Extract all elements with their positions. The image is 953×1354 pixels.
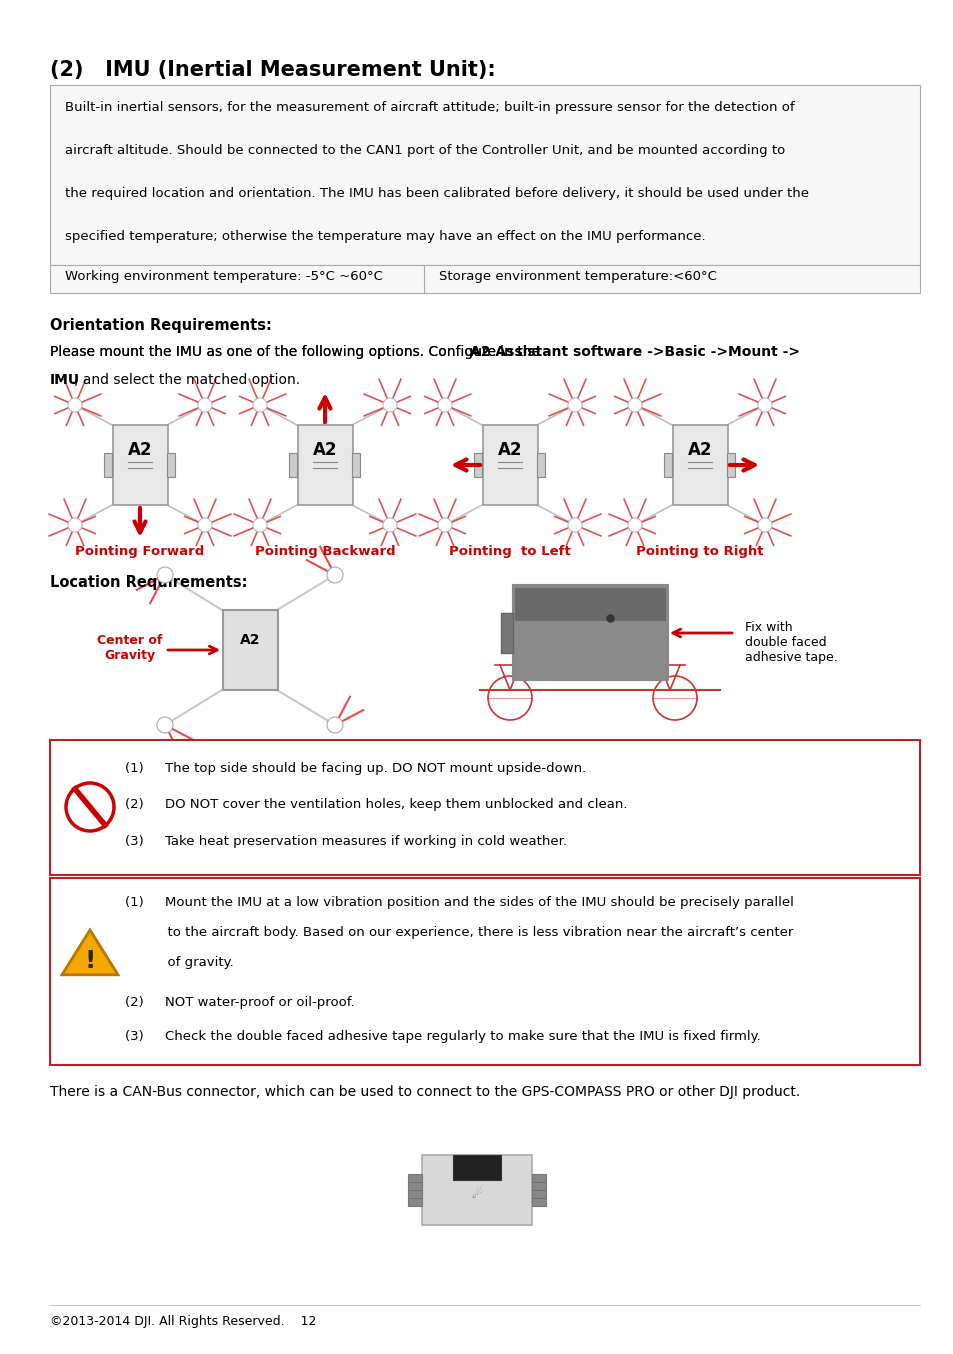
Text: aircraft altitude. Should be connected to the CAN1 port of the Controller Unit, : aircraft altitude. Should be connected t… (65, 144, 784, 157)
Bar (663, 454, 671, 477)
Text: specified temperature; otherwise the temperature may have an effect on the IMU p: specified temperature; otherwise the tem… (65, 230, 705, 242)
Bar (453, 1155, 500, 1179)
Circle shape (627, 398, 641, 412)
Text: (2)     DO NOT cover the ventilation holes, keep them unblocked and clean.: (2) DO NOT cover the ventilation holes, … (125, 798, 627, 811)
Bar (515, 588, 665, 621)
Bar (223, 611, 277, 691)
Circle shape (437, 519, 452, 532)
Text: ☄: ☄ (471, 1189, 482, 1201)
Text: A2 Assistant software ->Basic ->Mount ->: A2 Assistant software ->Basic ->Mount -> (470, 345, 800, 359)
Circle shape (68, 398, 82, 412)
Text: A2: A2 (313, 441, 337, 459)
Circle shape (157, 567, 172, 584)
Text: Please mount the IMU as one of the following options. Configure in the: Please mount the IMU as one of the follo… (50, 345, 544, 359)
Bar (408, 1174, 421, 1206)
Bar (352, 454, 359, 477)
Circle shape (382, 398, 396, 412)
Text: Pointing to Right: Pointing to Right (636, 546, 763, 558)
FancyBboxPatch shape (50, 265, 919, 292)
Text: to the aircraft body. Based on our experience, there is less vibration near the : to the aircraft body. Based on our exper… (125, 926, 793, 940)
Circle shape (758, 519, 771, 532)
Text: Fix with
double faced
adhesive tape.: Fix with double faced adhesive tape. (744, 621, 837, 663)
Bar (289, 454, 296, 477)
Text: Please mount the IMU as one of the following options. Configure in the A2 Assist: Please mount the IMU as one of the follo… (50, 345, 942, 359)
Circle shape (68, 519, 82, 532)
Circle shape (627, 519, 641, 532)
Text: Location Requirements:: Location Requirements: (50, 575, 247, 590)
Bar (537, 454, 544, 477)
Circle shape (253, 519, 267, 532)
Circle shape (758, 398, 771, 412)
Text: (2)     NOT water-proof or oil-proof.: (2) NOT water-proof or oil-proof. (125, 997, 355, 1009)
Text: of gravity.: of gravity. (125, 956, 233, 969)
Text: Pointing Backward: Pointing Backward (254, 546, 395, 558)
Bar (50, 741, 919, 875)
FancyBboxPatch shape (50, 85, 919, 265)
Bar (50, 877, 919, 1066)
Circle shape (382, 519, 396, 532)
Circle shape (567, 519, 581, 532)
Bar (500, 613, 513, 653)
Text: ©2013-2014 DJI. All Rights Reserved.    12: ©2013-2014 DJI. All Rights Reserved. 12 (50, 1315, 316, 1328)
Text: (2)   IMU (Inertial Measurement Unit):: (2) IMU (Inertial Measurement Unit): (50, 60, 496, 80)
Circle shape (198, 398, 212, 412)
Text: the required location and orientation. The IMU has been calibrated before delive: the required location and orientation. T… (65, 187, 808, 200)
Text: !: ! (84, 949, 95, 972)
Bar (112, 425, 168, 505)
Bar (532, 1174, 545, 1206)
Circle shape (66, 783, 113, 831)
Text: A2: A2 (128, 441, 152, 459)
Circle shape (327, 718, 343, 733)
Text: IMU: IMU (50, 372, 80, 387)
Bar (297, 425, 353, 505)
Text: A2: A2 (687, 441, 712, 459)
Circle shape (253, 398, 267, 412)
Bar (421, 1155, 532, 1225)
Circle shape (157, 718, 172, 733)
Text: Built-in inertial sensors, for the measurement of aircraft attitude; built-in pr: Built-in inertial sensors, for the measu… (65, 102, 794, 114)
Text: Center of
Gravity: Center of Gravity (97, 634, 163, 662)
Bar (167, 454, 174, 477)
Bar (474, 454, 481, 477)
Circle shape (567, 398, 581, 412)
Bar (672, 425, 727, 505)
Text: Pointing  to Left: Pointing to Left (449, 546, 570, 558)
Text: There is a CAN-Bus connector, which can be used to connect to the GPS-COMPASS PR: There is a CAN-Bus connector, which can … (50, 1085, 800, 1099)
Bar (482, 425, 537, 505)
Text: Working environment temperature: -5°C ~60°C: Working environment temperature: -5°C ~6… (65, 269, 382, 283)
Text: Please mount the IMU as one of the following options. Configure in the: Please mount the IMU as one of the follo… (50, 345, 544, 359)
Text: (1)     Mount the IMU at a low vibration position and the sides of the IMU shoul: (1) Mount the IMU at a low vibration pos… (125, 896, 793, 909)
Text: (3)     Check the double faced adhesive tape regularly to make sure that the IMU: (3) Check the double faced adhesive tape… (125, 1030, 760, 1043)
Text: Pointing Forward: Pointing Forward (75, 546, 204, 558)
Bar (104, 454, 112, 477)
Text: , and select the matched option.: , and select the matched option. (74, 372, 300, 387)
Text: (3)     Take heat preservation measures if working in cold weather.: (3) Take heat preservation measures if w… (125, 835, 566, 848)
Circle shape (198, 519, 212, 532)
Polygon shape (62, 930, 118, 975)
Text: A2: A2 (239, 634, 260, 647)
Bar (513, 585, 667, 680)
Text: Storage environment temperature:<60°C: Storage environment temperature:<60°C (438, 269, 717, 283)
Circle shape (327, 567, 343, 584)
Text: (1)     The top side should be facing up. DO NOT mount upside-down.: (1) The top side should be facing up. DO… (125, 762, 586, 774)
Text: Orientation Requirements:: Orientation Requirements: (50, 318, 272, 333)
Circle shape (437, 398, 452, 412)
Text: A2: A2 (497, 441, 521, 459)
Bar (726, 454, 734, 477)
